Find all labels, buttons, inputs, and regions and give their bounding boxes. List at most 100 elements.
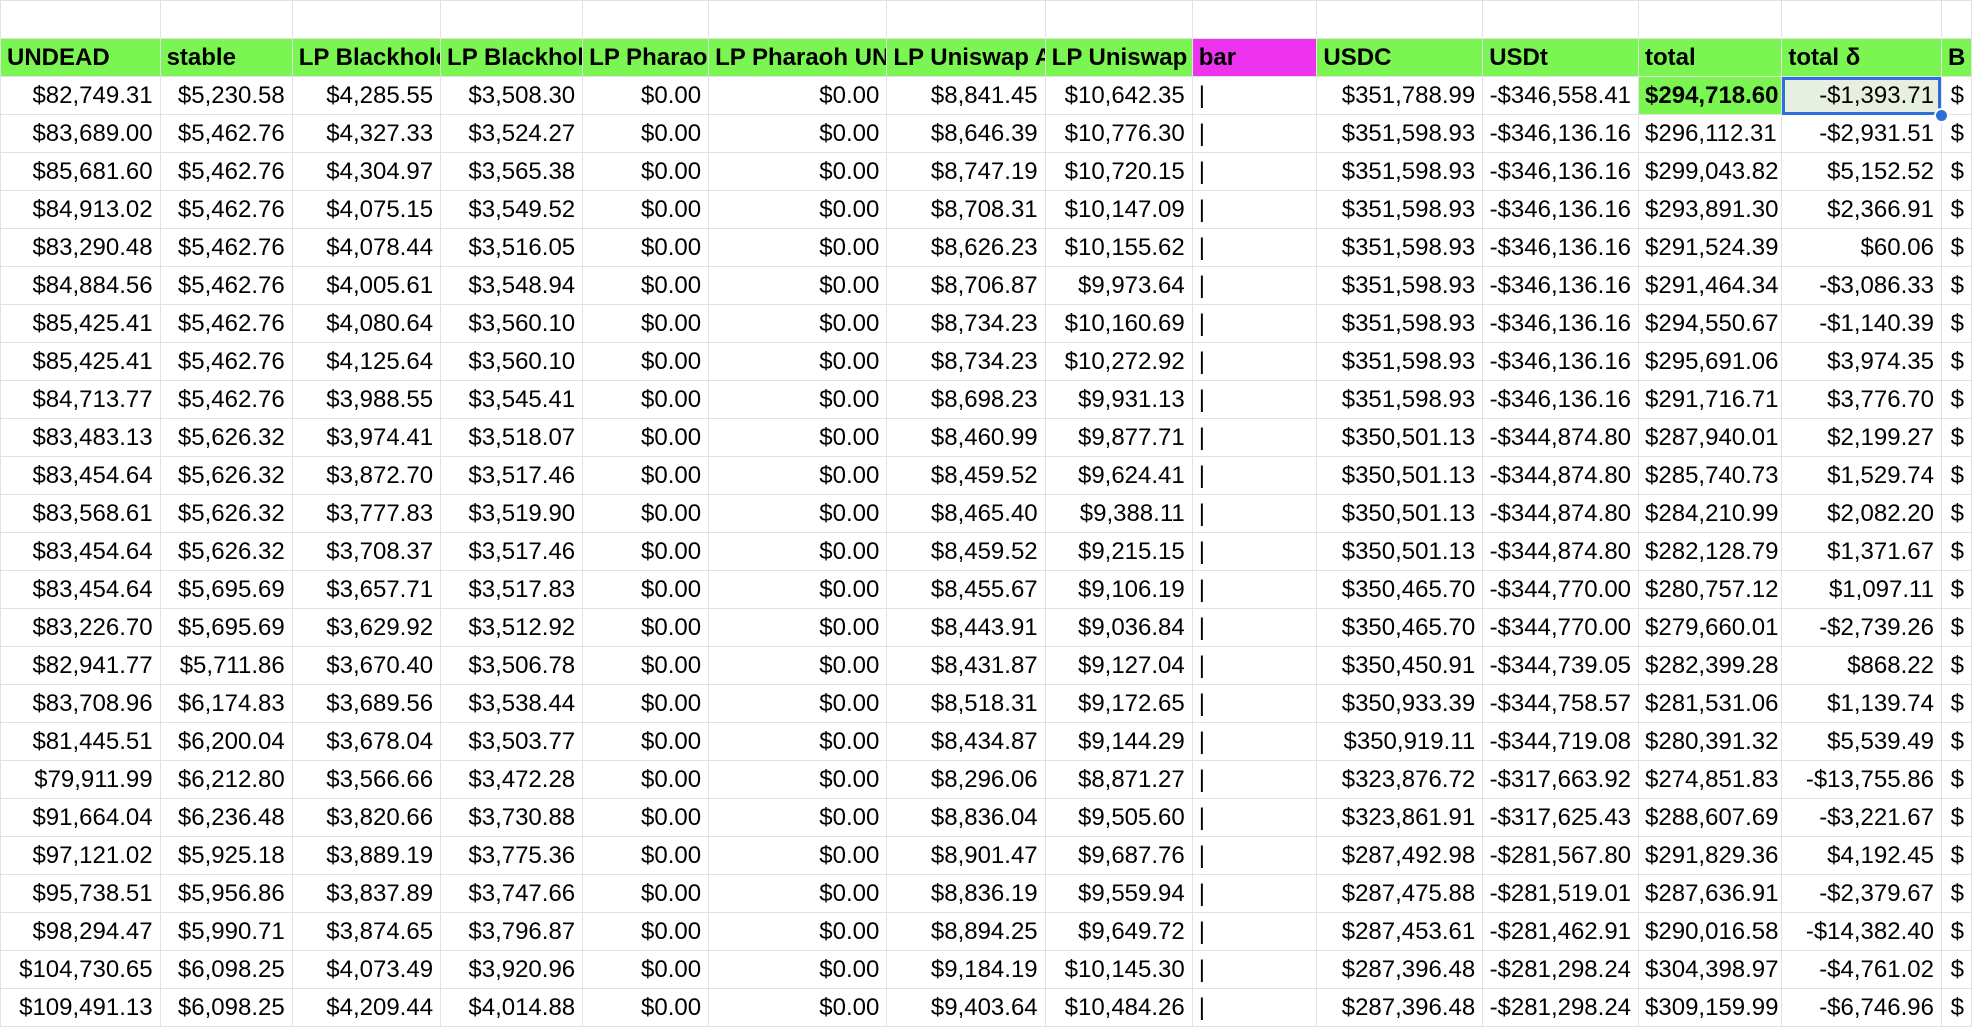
- column-header[interactable]: LP Uniswap A: [886, 38, 1046, 77]
- table-cell[interactable]: $351,598.93: [1316, 342, 1484, 381]
- table-cell[interactable]: $: [1940, 494, 1972, 533]
- table-cell[interactable]: $0.00: [582, 874, 710, 913]
- table-cell[interactable]: $3,678.04: [291, 722, 442, 761]
- table-cell[interactable]: $350,501.13: [1316, 532, 1484, 571]
- table-cell[interactable]: $3,545.41: [440, 380, 584, 419]
- table-cell[interactable]: -$3,221.67: [1781, 798, 1942, 837]
- table-cell[interactable]: $0.00: [582, 760, 710, 799]
- table-cell[interactable]: -$317,663.92: [1482, 760, 1640, 799]
- table-cell[interactable]: $9,624.41: [1044, 456, 1193, 495]
- table-cell[interactable]: $323,876.72: [1316, 760, 1484, 799]
- table-cell[interactable]: $82,749.31: [0, 76, 161, 115]
- table-cell[interactable]: $3,518.07: [440, 418, 584, 457]
- table-cell[interactable]: $: [1940, 342, 1972, 381]
- table-cell[interactable]: $3,512.92: [440, 608, 584, 647]
- table-cell[interactable]: $287,396.48: [1316, 950, 1484, 989]
- table-cell[interactable]: $282,128.79: [1638, 532, 1783, 571]
- table-cell[interactable]: |: [1191, 608, 1318, 647]
- table-cell[interactable]: $84,884.56: [0, 266, 161, 305]
- table-cell[interactable]: -$2,739.26: [1781, 608, 1942, 647]
- table-cell[interactable]: $3,519.90: [440, 494, 584, 533]
- column-header[interactable]: USDt: [1482, 38, 1640, 77]
- table-cell[interactable]: $0.00: [708, 494, 888, 533]
- table-cell[interactable]: $3,565.38: [440, 152, 584, 191]
- table-cell[interactable]: $0.00: [582, 494, 710, 533]
- empty-cell[interactable]: [1940, 0, 1972, 39]
- table-cell[interactable]: $0.00: [582, 190, 710, 229]
- table-cell[interactable]: -$4,761.02: [1781, 950, 1942, 989]
- table-cell[interactable]: $294,550.67: [1638, 304, 1783, 343]
- table-cell[interactable]: $: [1940, 228, 1972, 267]
- table-cell[interactable]: |: [1191, 722, 1318, 761]
- table-cell[interactable]: $351,788.99: [1316, 76, 1484, 115]
- table-cell[interactable]: $8,459.52: [886, 532, 1046, 571]
- table-cell[interactable]: $9,184.19: [886, 950, 1046, 989]
- table-cell[interactable]: $: [1940, 152, 1972, 191]
- table-cell[interactable]: $0.00: [708, 722, 888, 761]
- table-cell[interactable]: $9,127.04: [1044, 646, 1193, 685]
- empty-cell[interactable]: [440, 0, 584, 39]
- table-cell[interactable]: $299,043.82: [1638, 152, 1783, 191]
- table-cell[interactable]: $8,734.23: [886, 304, 1046, 343]
- table-cell[interactable]: |: [1191, 950, 1318, 989]
- table-cell[interactable]: -$344,758.57: [1482, 684, 1640, 723]
- table-cell[interactable]: $0.00: [582, 418, 710, 457]
- table-cell[interactable]: $83,708.96: [0, 684, 161, 723]
- empty-cell[interactable]: [0, 0, 161, 39]
- column-header[interactable]: B: [1940, 38, 1972, 77]
- table-cell[interactable]: $280,391.32: [1638, 722, 1783, 761]
- table-cell[interactable]: $9,505.60: [1044, 798, 1193, 837]
- table-cell[interactable]: $: [1940, 76, 1972, 115]
- table-cell[interactable]: $8,465.40: [886, 494, 1046, 533]
- table-cell[interactable]: $5,626.32: [159, 532, 293, 571]
- table-cell[interactable]: -$346,136.16: [1482, 152, 1640, 191]
- table-cell[interactable]: -$281,519.01: [1482, 874, 1640, 913]
- table-cell[interactable]: $0.00: [708, 570, 888, 609]
- table-cell[interactable]: $5,462.76: [159, 228, 293, 267]
- table-cell[interactable]: $83,226.70: [0, 608, 161, 647]
- table-cell[interactable]: $291,524.39: [1638, 228, 1783, 267]
- table-cell[interactable]: $0.00: [708, 304, 888, 343]
- table-cell[interactable]: $5,152.52: [1781, 152, 1942, 191]
- table-cell[interactable]: $8,836.19: [886, 874, 1046, 913]
- table-cell[interactable]: $6,212.80: [159, 760, 293, 799]
- table-cell[interactable]: $: [1940, 684, 1972, 723]
- table-cell[interactable]: $83,483.13: [0, 418, 161, 457]
- table-cell[interactable]: $0.00: [708, 532, 888, 571]
- table-cell[interactable]: $0.00: [708, 418, 888, 457]
- table-cell[interactable]: |: [1191, 418, 1318, 457]
- table-cell[interactable]: $3,560.10: [440, 342, 584, 381]
- table-cell[interactable]: $0.00: [708, 646, 888, 685]
- table-cell[interactable]: $350,933.39: [1316, 684, 1484, 723]
- table-cell[interactable]: $5,956.86: [159, 874, 293, 913]
- table-cell[interactable]: $3,777.83: [291, 494, 442, 533]
- table-cell[interactable]: $10,160.69: [1044, 304, 1193, 343]
- column-header[interactable]: LP Blackhole: [440, 38, 584, 77]
- table-cell[interactable]: $0.00: [582, 684, 710, 723]
- table-cell[interactable]: $3,538.44: [440, 684, 584, 723]
- table-cell[interactable]: |: [1191, 494, 1318, 533]
- table-cell[interactable]: $: [1940, 798, 1972, 837]
- table-cell[interactable]: $9,973.64: [1044, 266, 1193, 305]
- table-cell[interactable]: $8,434.87: [886, 722, 1046, 761]
- table-cell[interactable]: $8,708.31: [886, 190, 1046, 229]
- table-cell[interactable]: |: [1191, 570, 1318, 609]
- empty-cell[interactable]: [1638, 0, 1783, 39]
- table-cell[interactable]: $3,708.37: [291, 532, 442, 571]
- table-cell[interactable]: $4,304.97: [291, 152, 442, 191]
- column-header[interactable]: total: [1638, 38, 1783, 77]
- table-cell[interactable]: $6,200.04: [159, 722, 293, 761]
- table-cell[interactable]: $3,974.41: [291, 418, 442, 457]
- table-cell[interactable]: $1,097.11: [1781, 570, 1942, 609]
- table-cell[interactable]: -$344,770.00: [1482, 608, 1640, 647]
- table-cell[interactable]: -$346,136.16: [1482, 190, 1640, 229]
- table-cell[interactable]: |: [1191, 798, 1318, 837]
- table-cell[interactable]: $0.00: [708, 228, 888, 267]
- table-cell[interactable]: $351,598.93: [1316, 190, 1484, 229]
- table-cell[interactable]: $0.00: [582, 380, 710, 419]
- table-cell[interactable]: $109,491.13: [0, 988, 161, 1027]
- table-cell[interactable]: |: [1191, 532, 1318, 571]
- table-cell[interactable]: $0.00: [708, 342, 888, 381]
- table-cell[interactable]: $5,462.76: [159, 114, 293, 153]
- table-cell[interactable]: $95,738.51: [0, 874, 161, 913]
